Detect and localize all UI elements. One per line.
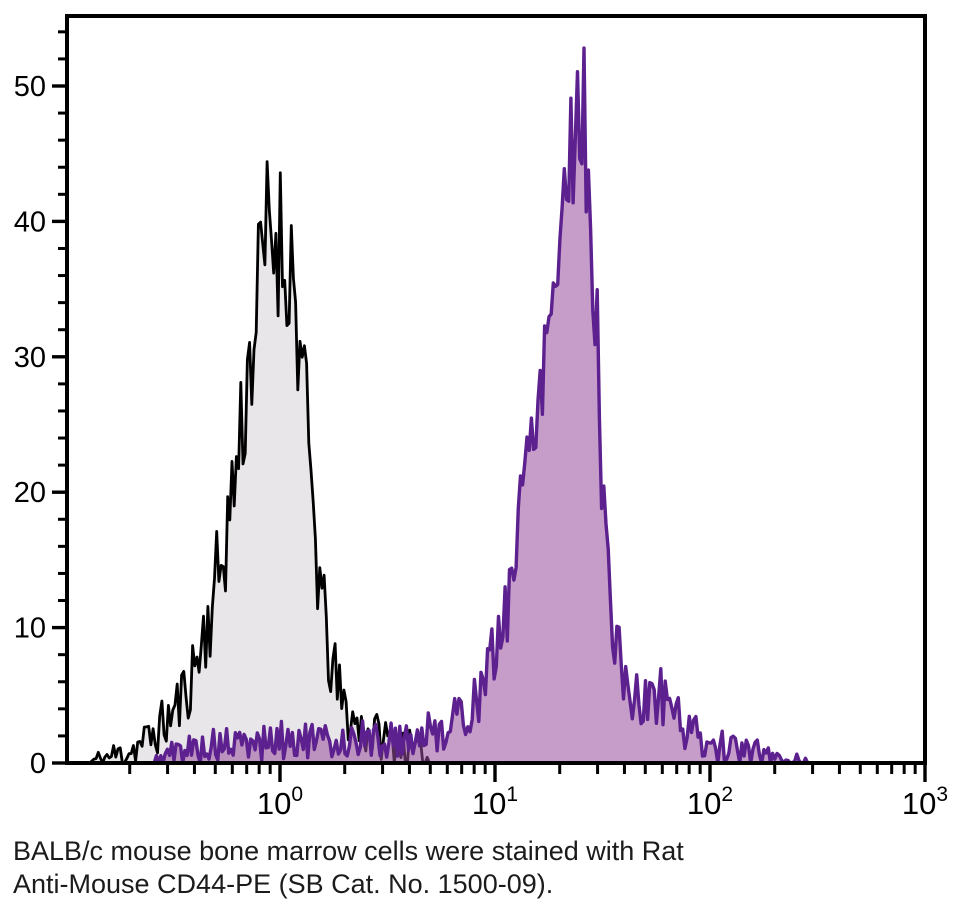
y-axis-tick-label: 50 [14, 71, 46, 103]
x-axis-tick-label: 103 [902, 783, 948, 821]
y-axis-tick-label: 20 [14, 477, 46, 509]
histogram-area-cd44-pe-purple-histogram [152, 46, 810, 765]
figure-caption: BALB/c mouse bone marrow cells were stai… [13, 835, 943, 901]
caption-line-2: Anti-Mouse CD44-PE (SB Cat. No. 1500-09)… [13, 869, 554, 899]
x-axis-tick-label: 102 [687, 783, 733, 821]
y-axis-tick-label: 40 [14, 206, 46, 238]
x-axis-tick-label: 101 [472, 783, 518, 821]
caption-line-1: BALB/c mouse bone marrow cells were stai… [13, 836, 684, 866]
plot-frame [65, 14, 927, 765]
x-axis-tick-label: 100 [257, 783, 303, 821]
histogram-area-black-control-histogram [88, 160, 433, 765]
y-axis-tick-label: 10 [14, 613, 46, 645]
y-axis-tick-label: 30 [14, 342, 46, 374]
y-axis-tick-label: 0 [30, 748, 46, 780]
histogram-plot: 0 10 20 30 40 50 100 101 102 103 [14, 14, 948, 821]
